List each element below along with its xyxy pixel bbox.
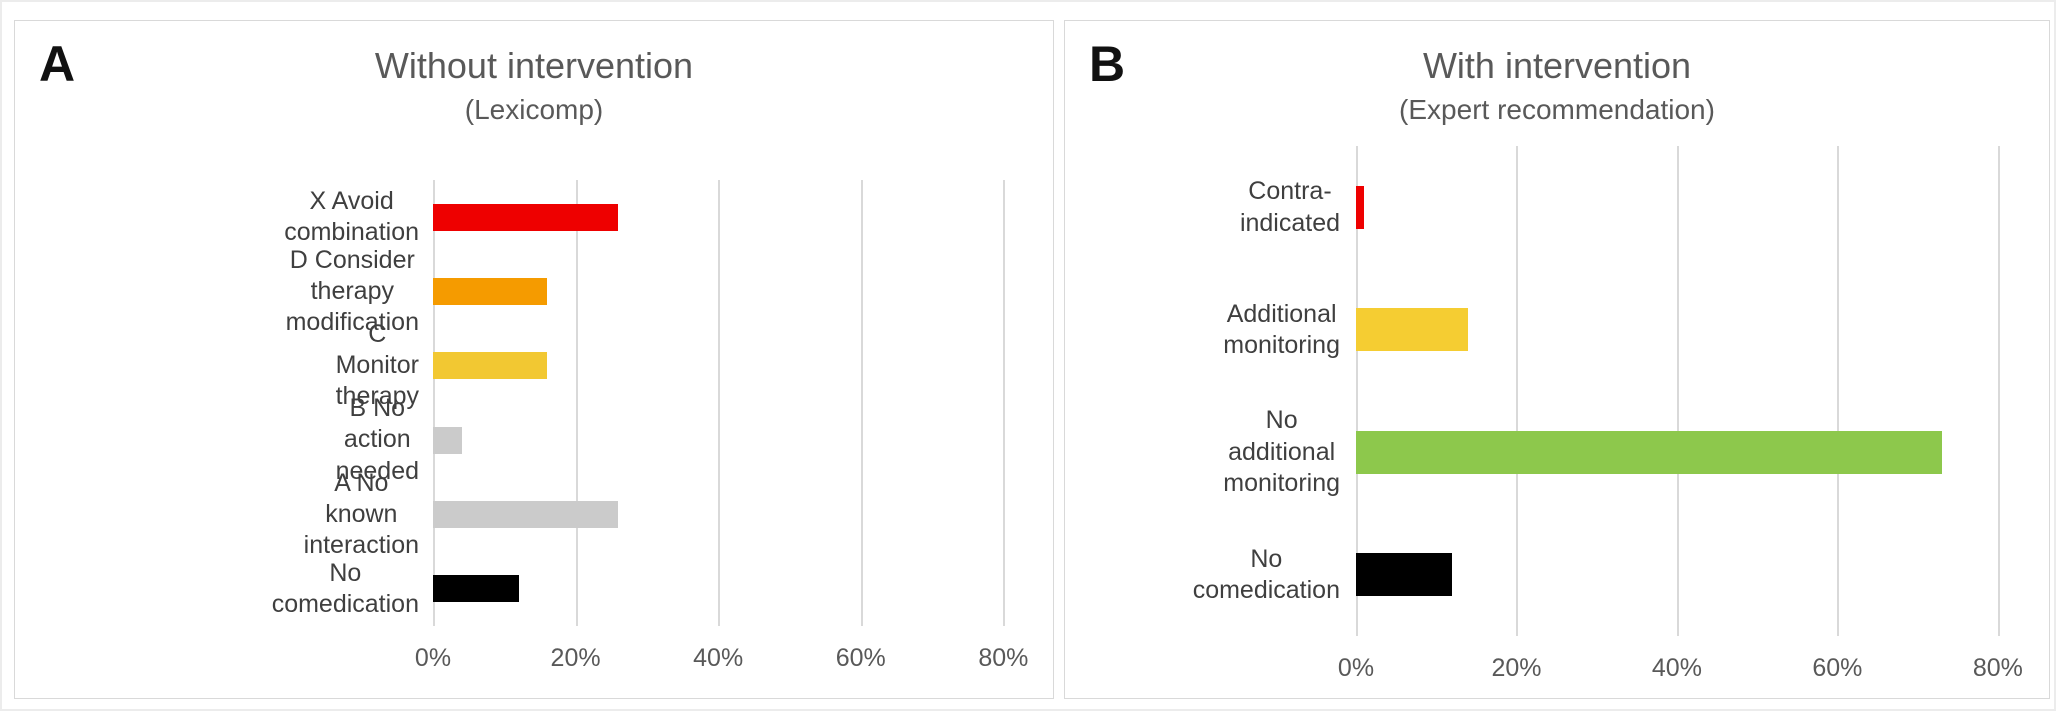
x-tick-label-40%: 40% — [693, 644, 744, 672]
bar-x-avoid-combination — [433, 203, 619, 231]
bar-contra-indicated — [1356, 185, 1365, 229]
gridline-0% — [1356, 146, 1358, 636]
x-tick-label-80%: 80% — [1972, 654, 2023, 682]
category-label-no-comedication: No comedication — [271, 558, 419, 618]
panel-b-title: With intervention — [1422, 45, 1692, 86]
category-label-c-monitor-therapy: C Monitor therapy — [335, 319, 419, 411]
x-tick-label-60%: 60% — [1812, 654, 1863, 682]
category-label-no-comedication: No comedication — [1192, 544, 1340, 604]
gridline-40% — [1676, 146, 1679, 636]
panel-a-title: Without intervention — [374, 45, 694, 86]
category-label-b-no-action-needed: B No action needed — [335, 394, 420, 485]
plot-area-without-intervention: 0% 20% 40% 60% 80% X Avoid combination D Consi… — [272, 180, 1039, 672]
gridline-80% — [1003, 180, 1006, 626]
bar-b-no-action-needed — [433, 426, 462, 454]
panel-with-intervention: B With intervention (Expert recommendati… — [1064, 20, 2050, 699]
panel-without-intervention: A Without intervention (Lexicomp) 0% 20% 4… — [14, 20, 1054, 699]
x-tick-label-0%: 0% — [1337, 654, 1375, 682]
panel-a-titles: Without intervention (Lexicomp) — [15, 43, 1053, 128]
gridline-80% — [1997, 146, 2000, 636]
category-label-additional-monitoring: Additional monitoring — [1223, 299, 1340, 359]
category-label-d-consider-therapy-modification: D Consider therapy modification — [285, 245, 419, 337]
bar-no-comedication — [1356, 553, 1453, 597]
panel-b-titles: With intervention (Expert recommendation… — [1065, 43, 2049, 128]
panel-letter-b: B — [1089, 36, 1126, 92]
panel-b-subtitle: (Expert recommendation) — [1399, 94, 1715, 125]
gridline-40% — [718, 180, 721, 626]
bar-no-additional-monitoring — [1356, 430, 1942, 474]
gridline-0% — [433, 180, 435, 626]
category-label-a-no-known-interaction: A No known interaction — [303, 468, 420, 560]
category-label-no-additional-monitoring: No additional monitoring — [1223, 406, 1341, 497]
bar-a-no-known-interaction — [433, 501, 619, 528]
bar-no-comedication — [433, 575, 519, 603]
bar-c-monitor-therapy — [433, 352, 548, 380]
x-tick-label-80%: 80% — [978, 644, 1029, 672]
panel-letter-a: A — [39, 36, 76, 92]
plot-area-with-intervention: 0% 20% 40% 60% 80% Contra-indicated Additional… — [1193, 146, 2038, 682]
gridline-20% — [575, 180, 578, 626]
bar-d-consider-therapy-modification — [433, 278, 548, 305]
x-tick-label-40%: 40% — [1651, 654, 1702, 682]
x-tick-label-60%: 60% — [835, 644, 886, 672]
category-label-contra-indicated: Contra-indicated — [1239, 177, 1341, 237]
x-tick-label-20%: 20% — [1491, 654, 1542, 682]
x-tick-label-20%: 20% — [550, 644, 601, 672]
bar-additional-monitoring — [1356, 308, 1469, 352]
category-label-x-avoid-combination: X Avoid combination — [284, 186, 420, 247]
x-tick-label-0%: 0% — [414, 644, 452, 672]
gridline-20% — [1516, 146, 1519, 636]
gridline-60% — [860, 180, 863, 626]
gridline-60% — [1837, 146, 1840, 636]
panel-a-subtitle: (Lexicomp) — [464, 94, 604, 125]
